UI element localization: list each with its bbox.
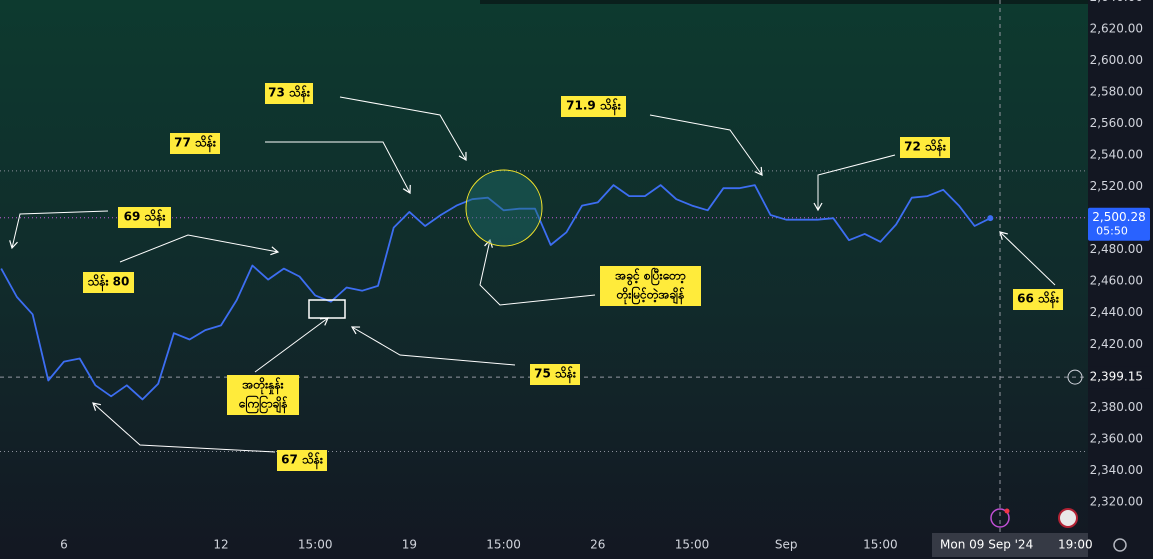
us-flag-icon[interactable]	[1058, 508, 1078, 528]
y-tick-label: 2,440.00	[1090, 305, 1143, 319]
annotation-text: 66 သိန်း	[1017, 290, 1060, 310]
y-tick-label: 2,540.00	[1090, 148, 1143, 162]
y-tick-label: 2,340.00	[1090, 463, 1143, 477]
annotation-box	[561, 96, 626, 117]
annotation-text: 77 သိန်း	[174, 134, 217, 154]
event-icon[interactable]	[990, 508, 1010, 528]
annotation-text: တိုးမြင့်တဲ့အချိန်	[616, 285, 686, 306]
annotation-text: ကြေငြာချိန်	[238, 394, 289, 415]
annotation-box	[170, 133, 220, 154]
arrow	[265, 141, 411, 195]
arrow	[254, 317, 329, 373]
highlight-circle	[465, 169, 543, 247]
annotation-text: အခွင့် စပြီးတော့	[615, 267, 685, 287]
countdown: 05:50	[1096, 225, 1128, 238]
last-point	[987, 215, 994, 222]
y-tick-label: 2,580.00	[1090, 85, 1143, 99]
arrow	[479, 238, 596, 306]
annotation-arrows	[9, 96, 1056, 453]
arrow	[339, 96, 467, 162]
y-tick-label: 2,360.00	[1090, 431, 1143, 445]
annotation: 66 သိန်း	[1013, 289, 1063, 310]
annotation: 77 သိန်း	[170, 133, 220, 154]
annotation: 73 သိန်း	[265, 83, 313, 104]
arrow	[9, 210, 109, 250]
y-tick-label: 2,600.00	[1090, 53, 1143, 67]
annotation-text: 75 သိန်း	[534, 365, 577, 385]
annotation-box	[900, 137, 950, 158]
arrow	[119, 234, 280, 263]
annotation-text: 73 သိန်း	[268, 84, 311, 104]
price-line	[0, 184, 991, 401]
x-tick-label: 6	[60, 538, 68, 552]
crosshair-price-label: 2,399.15	[1090, 370, 1143, 384]
y-tick-label: 2,380.00	[1090, 400, 1143, 414]
x-tick-label: 15:00	[675, 538, 710, 552]
annotation-box	[227, 375, 299, 415]
crosshair-date: Mon 09 Sep '24	[940, 538, 1033, 552]
annotation-text: အတိုးနှုန်း	[242, 376, 284, 396]
annotation: သိန်း 80	[83, 272, 134, 293]
crosshair-date-box	[932, 533, 1088, 557]
y-tick-label: 2,560.00	[1090, 116, 1143, 130]
annotation-text: 67 သိန်း	[281, 451, 324, 471]
y-tick-label: 2,320.00	[1090, 494, 1143, 508]
icons	[990, 508, 1127, 552]
annotation-box	[277, 450, 327, 471]
x-tick-label: 12	[213, 538, 228, 552]
annotation-text: 72 သိန်း	[904, 138, 947, 158]
y-tick-label: 2,520.00	[1090, 179, 1143, 193]
price-axis	[1088, 0, 1153, 559]
y-tick-label: 2,480.00	[1090, 242, 1143, 256]
annotation-box	[83, 272, 134, 293]
x-tick-label: 15:00	[298, 538, 333, 552]
annotation-text: 69 သိန်း	[124, 208, 167, 228]
y-tick-label: 2,620.00	[1090, 22, 1143, 36]
annotation: 67 သိန်း	[277, 450, 327, 471]
annotation-box	[265, 83, 313, 104]
y-tick-label: 2,420.00	[1090, 337, 1143, 351]
x-tick-label: 15:00	[863, 538, 898, 552]
annotation: အတိုးနှုန်းကြေငြာချိန်	[227, 375, 299, 415]
x-tick-label: 19	[402, 538, 417, 552]
toolbar-shade	[480, 0, 1088, 4]
annotation-box	[1013, 289, 1063, 310]
annotation: အခွင့် စပြီးတော့တိုးမြင့်တဲ့အချိန်	[600, 266, 701, 306]
annotation: 69 သိန်း	[118, 207, 171, 228]
annotation-text: သိန်း 80	[88, 273, 130, 293]
arrow	[813, 154, 896, 212]
arrow	[649, 114, 763, 176]
annotation-box	[530, 364, 580, 385]
arrow	[92, 402, 276, 453]
event-dot	[1004, 508, 1010, 514]
y-tick-label: 2,640.00	[1090, 0, 1143, 4]
x-tick-label: 26	[590, 538, 605, 552]
annotation-box	[600, 266, 701, 306]
arrow	[350, 326, 516, 366]
last-price-box	[1088, 207, 1150, 241]
arrow	[999, 231, 1056, 286]
last-price-label: 2,500.28	[1092, 210, 1145, 224]
highlight-box	[308, 299, 346, 319]
x-tick-label: 15:00	[486, 538, 521, 552]
annotation-text: 71.9 သိန်း	[566, 97, 622, 117]
y-tick-label: 2,460.00	[1090, 274, 1143, 288]
annotation-box	[118, 207, 171, 228]
settings-icon[interactable]	[1113, 538, 1127, 552]
crosshair-price-box	[1088, 366, 1150, 389]
add-alert-icon[interactable]	[1067, 369, 1083, 385]
x-tick-label: Sep	[775, 538, 798, 552]
annotation: 75 သိန်း	[530, 364, 580, 385]
annotation: 71.9 သိန်း	[561, 96, 626, 117]
crosshair-time: 19:00	[1058, 538, 1093, 552]
annotation: 72 သိန်း	[900, 137, 950, 158]
